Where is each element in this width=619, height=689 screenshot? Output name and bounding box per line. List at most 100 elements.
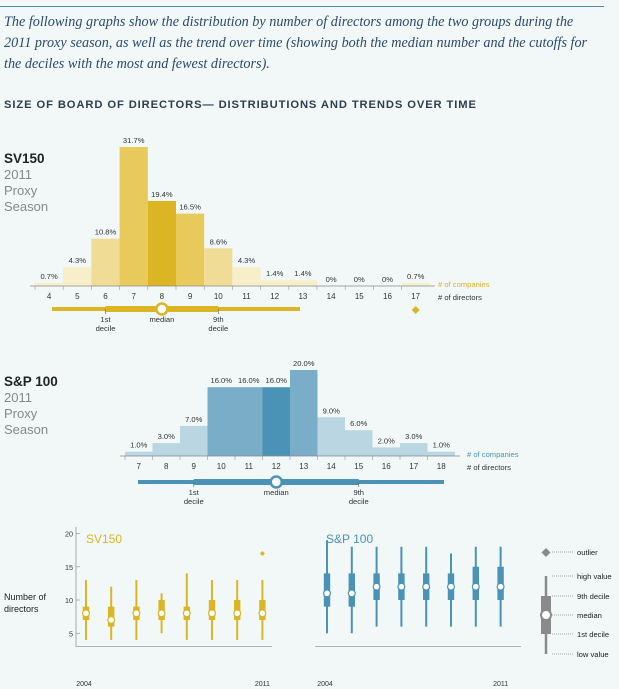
sp100-tick-label-11: 11 xyxy=(245,462,254,471)
sv150-trend-ytick-label-10: 10 xyxy=(65,596,73,605)
sv150-bar-9 xyxy=(176,213,205,286)
sv150-bar-6 xyxy=(91,238,120,286)
sv150-legend-companies: # of companies xyxy=(438,280,490,289)
sv150-tick-label-4: 4 xyxy=(47,292,52,301)
sp100-tick-label-12: 12 xyxy=(272,462,281,471)
sv150-tick-label-11: 11 xyxy=(242,292,251,301)
sp100-trend-median-4 xyxy=(397,582,406,591)
sp100-value-label-10: 16.0% xyxy=(210,376,232,385)
key-median-marker xyxy=(540,609,552,621)
sp100-decile9-label-line-2: decile xyxy=(349,497,369,506)
sp100-tick-label-15: 15 xyxy=(354,462,363,471)
intro-text: The following graphs show the distributi… xyxy=(4,14,588,72)
sv150-trend-outlier-1 xyxy=(259,550,265,556)
sp100-bar-17 xyxy=(400,443,428,456)
sv150-value-label-17: 0.7% xyxy=(407,272,425,281)
sv150-trend-x-start-label: 2004 xyxy=(76,681,92,688)
sp100-tick-label-16: 16 xyxy=(382,462,391,471)
sp100-trend-median-7 xyxy=(471,582,480,591)
sv150-dist-subtitle-2: Proxy xyxy=(4,183,38,198)
sp100-value-label-12: 16.0% xyxy=(265,376,287,385)
sv150-value-label-9: 16.5% xyxy=(179,203,201,212)
sp100-legend-companies: # of companies xyxy=(467,450,519,459)
sv150-value-label-15: 0% xyxy=(354,275,365,284)
sp100-bar-14 xyxy=(317,417,345,456)
sv150-dist-label-block: SV150 2011 Proxy Season xyxy=(4,151,48,215)
sp100-bar-9 xyxy=(180,425,208,456)
sp100-tick-label-17: 17 xyxy=(409,462,418,471)
sv150-value-label-5: 4.3% xyxy=(69,256,87,265)
sp100-trend-median-3 xyxy=(372,582,381,591)
key-label-outlier: outlier xyxy=(577,548,598,557)
sv150-trend-ylabel-2: directors xyxy=(4,604,39,614)
sp100-tick-label-14: 14 xyxy=(327,462,336,471)
sv150-value-label-16: 0% xyxy=(382,275,393,284)
sp100-value-label-18: 1.0% xyxy=(433,441,451,450)
sv150-trend-x-end-label: 2011 xyxy=(255,681,270,688)
sp100-dist-label-block: S&P 100 2011 Proxy Season xyxy=(4,374,58,438)
sv150-tick-label-7: 7 xyxy=(131,292,136,301)
sv150-trend-ytick-label-5: 5 xyxy=(69,629,73,638)
sv150-outlier-marker xyxy=(411,306,420,314)
sp100-dist-title: S&P 100 xyxy=(4,374,58,389)
sp100-value-label-16: 2.0% xyxy=(378,436,396,445)
sp100-dist-subtitle-3: Season xyxy=(4,422,49,437)
sv150-trend-median-2 xyxy=(107,615,116,624)
key-outlier-marker xyxy=(541,548,551,557)
sp100-bar-11 xyxy=(235,387,263,456)
sv150-median-marker xyxy=(155,302,169,316)
sv150-tick-label-12: 12 xyxy=(270,292,279,301)
sv150-value-label-13: 1.4% xyxy=(294,269,312,278)
sv150-trend-title: SV150 xyxy=(86,532,122,546)
sp100-decile9-label-line-1: 9th xyxy=(353,488,364,497)
sv150-trend-median-8 xyxy=(258,609,267,618)
sp100-bar-7 xyxy=(125,451,153,456)
sp100-value-label-17: 3.0% xyxy=(405,432,423,441)
sv150-trend-ytick-label-20: 20 xyxy=(65,530,73,539)
sv150-trend-median-5 xyxy=(182,609,191,618)
sp100-trend-median-1 xyxy=(323,589,332,598)
sv150-value-label-10: 8.6% xyxy=(210,237,228,246)
sp100-bar-8 xyxy=(152,443,180,456)
sp100-value-label-14: 9.0% xyxy=(323,406,341,415)
sv150-decile9-label-line-2: decile xyxy=(208,324,228,333)
sv150-bar-8 xyxy=(147,200,176,286)
sv150-median-label: median xyxy=(149,315,174,324)
sv150-legend-directors: # of directors xyxy=(438,293,482,302)
sp100-trend-x-end-label: 2011 xyxy=(493,681,508,688)
sv150-value-label-14: 0% xyxy=(326,275,337,284)
sv150-bar-5 xyxy=(63,267,92,286)
sp100-tick-label-10: 10 xyxy=(217,462,226,471)
sv150-bar-17 xyxy=(401,282,430,286)
sv150-trend-median-7 xyxy=(233,609,242,618)
sv150-decile1-label-line-2: decile xyxy=(96,324,116,333)
sv150-bar-13 xyxy=(288,279,317,286)
sv150-decile1-label-line-1: 1st xyxy=(100,315,111,324)
sp100-decile1-label-line-1: 1st xyxy=(189,488,200,497)
sp100-value-label-11: 16.0% xyxy=(238,376,260,385)
sp100-tick-label-18: 18 xyxy=(437,462,446,471)
sv150-trend-median-6 xyxy=(208,609,217,618)
sv150-decile9-label-line-1: 9th xyxy=(213,315,224,324)
sv150-trend-ylabel-1: Number of xyxy=(4,592,47,602)
sv150-dist-subtitle-1: 2011 xyxy=(4,167,32,182)
sv150-bar-4 xyxy=(35,282,64,286)
sv150-value-label-7: 31.7% xyxy=(123,136,145,145)
sp100-value-label-13: 20.0% xyxy=(293,359,315,368)
key-label-d1: 1st decile xyxy=(577,630,609,639)
sp100-bar-13 xyxy=(290,370,318,456)
sp100-value-label-15: 6.0% xyxy=(350,419,368,428)
sp100-value-label-9: 7.0% xyxy=(185,415,203,424)
sv150-trend-ytick-label-15: 15 xyxy=(65,563,73,572)
sp100-median-marker xyxy=(269,475,283,489)
sv150-bar-10 xyxy=(204,248,233,286)
sv150-dist-title: SV150 xyxy=(4,151,45,166)
sp100-bar-10 xyxy=(207,387,235,456)
sv150-trend-median-1 xyxy=(81,609,90,618)
sp100-bar-18 xyxy=(427,451,455,456)
sv150-bar-11 xyxy=(232,267,261,286)
key-label-d9: 9th decile xyxy=(577,592,610,601)
sp100-bar-15 xyxy=(345,430,373,456)
key-label-high: high value xyxy=(577,572,612,581)
sp100-trend-title: S&P 100 xyxy=(326,532,373,546)
